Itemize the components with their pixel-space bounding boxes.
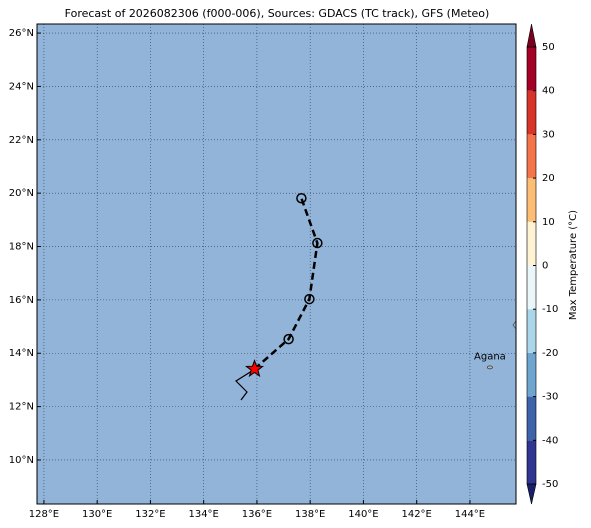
x-tick-label: 130°E <box>82 509 112 520</box>
y-tick-label: 24°N <box>9 81 34 92</box>
colorbar-band <box>527 134 536 179</box>
current-position <box>244 359 264 378</box>
colorbar-band <box>527 440 536 484</box>
chart-title: Forecast of 2026082306 (f000-006), Sourc… <box>65 7 490 20</box>
colorbar-tick-label: -50 <box>542 479 558 490</box>
map-frame <box>36 23 517 505</box>
colorbar-label: Max Temperature (°C) <box>568 210 579 320</box>
colorbar-extend <box>526 23 537 48</box>
x-tick-label: 142°E <box>401 509 431 520</box>
y-tick-label: 20°N <box>9 188 34 199</box>
colorbar-band <box>527 396 536 441</box>
place-marker <box>487 365 493 370</box>
y-tick-label: 26°N <box>9 28 34 39</box>
colorbar-band <box>527 47 536 91</box>
x-tick-label: 138°E <box>295 509 325 520</box>
colorbar-band <box>527 309 536 353</box>
y-tick-label: 10°N <box>9 455 34 466</box>
x-tick-label: 140°E <box>348 509 378 520</box>
track-line <box>253 197 319 370</box>
colorbar-tick-label: 50 <box>542 42 555 53</box>
ocean <box>37 24 516 504</box>
colorbar-tick-label: -10 <box>542 304 558 315</box>
y-tick-label: 18°N <box>9 242 34 253</box>
coastline <box>235 368 256 401</box>
x-tick-label: 136°E <box>242 509 272 520</box>
colorbar-tick-label: -20 <box>542 348 558 359</box>
colorbar-band <box>527 178 536 222</box>
y-tick-label: 22°N <box>9 135 34 146</box>
colorbar-band <box>527 352 536 397</box>
x-tick-label: 132°E <box>135 509 165 520</box>
track-point <box>312 237 323 249</box>
track-point <box>304 293 315 305</box>
y-tick-label: 14°N <box>9 348 34 359</box>
colorbar-tick-label: 30 <box>542 129 555 140</box>
colorbar-band <box>527 265 536 310</box>
y-tick-label: 16°N <box>9 295 34 306</box>
colorbar-tick-label: 0 <box>542 261 548 272</box>
colorbar-extend <box>526 483 537 505</box>
place-label: Agana <box>474 351 506 362</box>
y-tick-label: 12°N <box>9 402 34 413</box>
colorbar-tick-label: -40 <box>542 435 558 446</box>
x-tick-label: 144°E <box>455 509 485 520</box>
x-tick-label: 134°E <box>188 509 218 520</box>
track-point <box>296 192 307 204</box>
colorbar-tick-label: 10 <box>542 217 555 228</box>
colorbar-band <box>527 221 536 266</box>
track-point <box>283 333 294 345</box>
colorbar-tick-label: -30 <box>542 392 558 403</box>
colorbar-tick-label: 20 <box>542 173 555 184</box>
colorbar-tick-label: 40 <box>542 86 555 97</box>
x-tick-label: 128°E <box>29 509 59 520</box>
colorbar-band <box>527 90 536 135</box>
